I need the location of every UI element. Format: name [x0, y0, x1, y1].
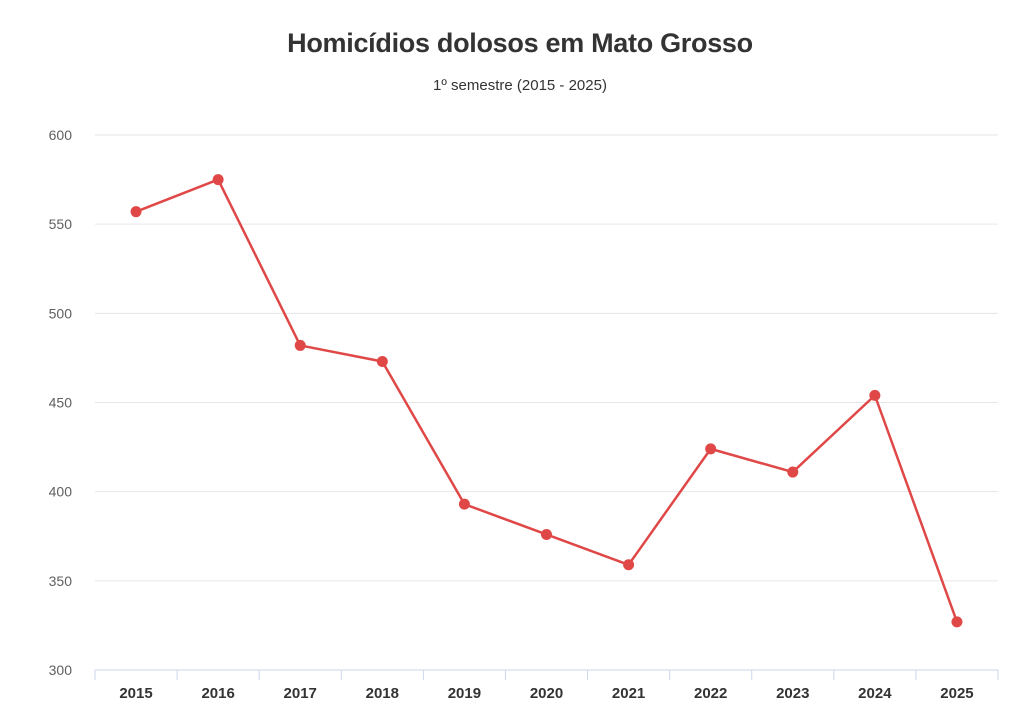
- y-tick-label: 300: [49, 662, 73, 678]
- data-point-2018[interactable]: [376, 355, 388, 367]
- x-tick-label: 2025: [940, 685, 973, 702]
- chart-title: Homicídios dolosos em Mato Grosso: [287, 28, 753, 58]
- series-layer: [130, 174, 963, 628]
- series-line: [135, 178, 959, 623]
- data-point-2015[interactable]: [130, 206, 142, 218]
- x-tick-label: 2015: [119, 685, 152, 702]
- grid-lines: [95, 134, 998, 582]
- y-tick-label: 500: [49, 305, 73, 321]
- y-tick-label: 400: [49, 484, 73, 500]
- y-tick-label: 550: [49, 216, 73, 232]
- y-axis: 300 350 400 450 500 550 600: [49, 127, 73, 678]
- data-point-2016[interactable]: [212, 174, 224, 186]
- data-point-2023[interactable]: [787, 466, 799, 478]
- y-tick-label: 600: [49, 127, 73, 143]
- data-point-2020[interactable]: [541, 528, 552, 540]
- x-tick-label: 2016: [201, 685, 234, 702]
- x-tick-label: 2017: [284, 685, 317, 702]
- y-tick-label: 450: [49, 395, 73, 411]
- y-tick-label: 350: [49, 573, 73, 589]
- data-point-2021[interactable]: [623, 559, 635, 571]
- x-tick-label: 2023: [776, 685, 809, 702]
- x-axis: 2015 2016 2017 2018 2019 2020 2021 2022 2023 2024…: [94, 669, 999, 702]
- x-tick-label: 2018: [366, 685, 399, 702]
- x-tick-label: 2022: [694, 685, 727, 702]
- data-point-2024[interactable]: [869, 389, 881, 401]
- x-tick-label: 2020: [530, 685, 563, 702]
- data-point-2019[interactable]: [458, 498, 470, 510]
- chart-subtitle: 1º semestre (2015 - 2025): [433, 77, 607, 94]
- x-tick-label: 2021: [612, 685, 645, 702]
- data-point-2025[interactable]: [951, 616, 963, 628]
- data-point-2017[interactable]: [294, 339, 306, 351]
- x-tick-label: 2019: [448, 685, 481, 702]
- x-tick-label: 2024: [858, 685, 892, 702]
- data-point-2022[interactable]: [705, 443, 717, 455]
